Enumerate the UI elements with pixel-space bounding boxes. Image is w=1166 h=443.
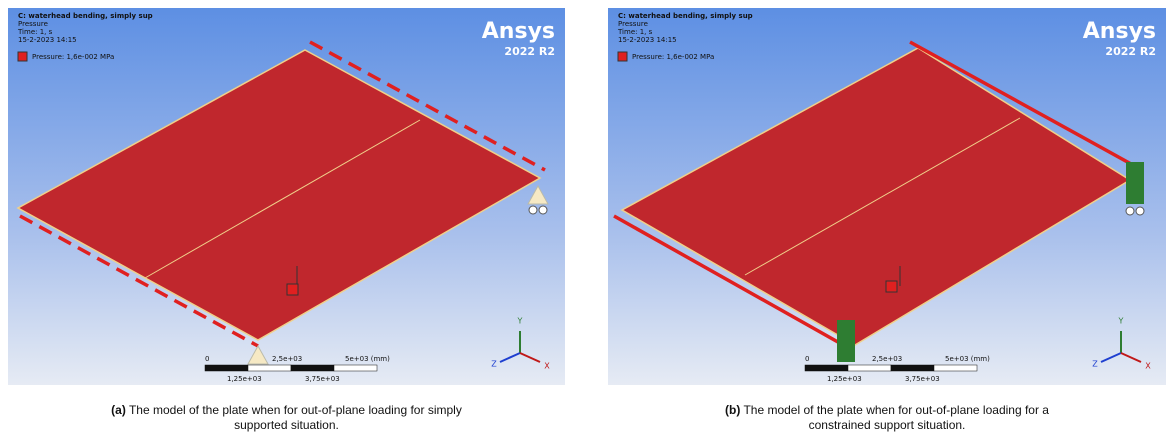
date: 15-2-2023 14:15 (618, 36, 677, 44)
scale-top: 2,5e+03 (272, 355, 302, 363)
scale-top: 5e+03 (mm) (945, 355, 990, 363)
scale-bar (205, 365, 248, 371)
title: C: waterhead bending, simply sup (618, 12, 753, 20)
roller (529, 206, 537, 214)
scale-bar (891, 365, 934, 371)
caption-label: (a) (111, 403, 126, 417)
scale-bar (248, 365, 291, 371)
caption-text: The model of the plate when for out-of-p… (126, 403, 462, 417)
legend-swatch (618, 52, 627, 61)
scale-bottom: 3,75e+03 (305, 375, 340, 383)
scale-bottom: 1,25e+03 (827, 375, 862, 383)
caption: (a) The model of the plate when for out-… (111, 403, 462, 417)
scale-top: 5e+03 (mm) (345, 355, 390, 363)
scale-bar (291, 365, 334, 371)
result: Pressure (618, 20, 648, 28)
roller (1126, 207, 1134, 215)
scale-bar (805, 365, 848, 371)
axes: X (1145, 362, 1151, 371)
time: Time: 1, s (17, 28, 53, 36)
load-marker (886, 281, 897, 292)
axes: Z (1092, 360, 1098, 369)
support (837, 320, 855, 362)
scale-bar (848, 365, 891, 371)
scale-bar (334, 365, 377, 371)
figure: C: waterhead bending, simply supPressure… (0, 0, 1166, 439)
version: 2022 R2 (504, 45, 555, 58)
load-marker (287, 284, 298, 295)
roller (1136, 207, 1144, 215)
scale-top: 0 (805, 355, 809, 363)
axes: Z (491, 360, 497, 369)
caption: constrained support situation. (809, 418, 966, 432)
caption-text: The model of the plate when for out-of-p… (740, 403, 1049, 417)
brand: Ansys (482, 19, 555, 44)
caption: (b) The model of the plate when for out-… (725, 403, 1049, 417)
scale-bottom: 1,25e+03 (227, 375, 262, 383)
axes: Y (1118, 317, 1124, 326)
legend-swatch (18, 52, 27, 61)
axes: Y (517, 317, 523, 326)
version: 2022 R2 (1105, 45, 1156, 58)
legend: Pressure: 1,6e-002 MPa (32, 53, 114, 61)
legend: Pressure: 1,6e-002 MPa (632, 53, 714, 61)
scale-bottom: 3,75e+03 (905, 375, 940, 383)
page: C: waterhead bending, simply supPressure… (0, 0, 1166, 439)
caption: supported situation. (234, 418, 339, 432)
brand: Ansys (1083, 19, 1156, 44)
roller (539, 206, 547, 214)
title: C: waterhead bending, simply sup (18, 12, 153, 20)
scale-bar (934, 365, 977, 371)
axes: X (544, 362, 550, 371)
scale-top: 0 (205, 355, 209, 363)
support (1126, 162, 1144, 204)
date: 15-2-2023 14:15 (18, 36, 77, 44)
time: Time: 1, s (617, 28, 653, 36)
result: Pressure (18, 20, 48, 28)
scale-top: 2,5e+03 (872, 355, 902, 363)
caption-label: (b) (725, 403, 740, 417)
